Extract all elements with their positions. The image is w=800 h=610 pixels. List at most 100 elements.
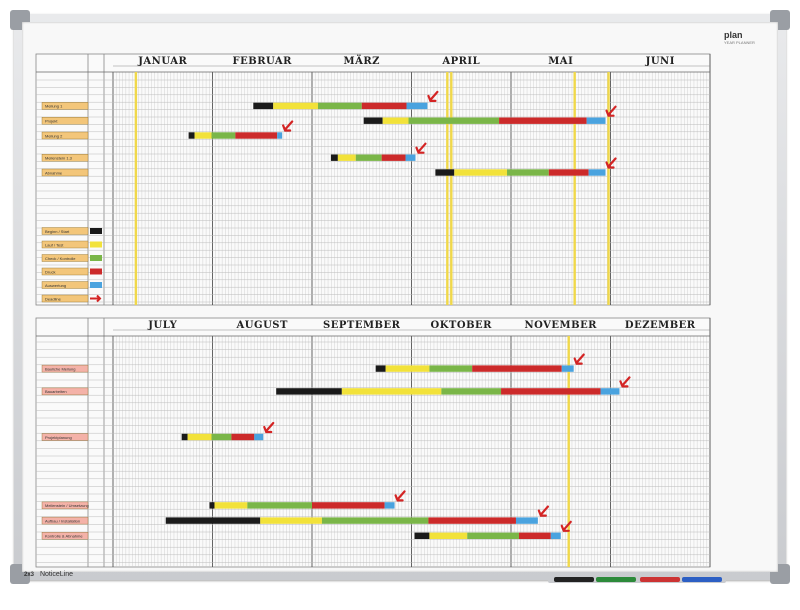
- top-bar-segment-red: [548, 169, 589, 176]
- bottom-bar-segment-red: [428, 517, 516, 524]
- top-bar-segment-yellow: [382, 117, 409, 124]
- bottom-panel: JULY AUGUST SEPTEMBER OKTOBER NOVEMBER DEZEMB…: [35, 317, 711, 568]
- red-marker[interactable]: [640, 577, 680, 582]
- bottom-bar-segment-yellow: [429, 532, 468, 539]
- top-row-label-tag: [41, 116, 89, 125]
- top-bar-segment-green: [211, 132, 236, 139]
- bottom-row-label: Kontrolle & Abnahme: [45, 534, 83, 539]
- top-bar-segment-black: [363, 117, 383, 124]
- top-month-label: JUNI: [645, 56, 675, 67]
- footer-mark: 2x3: [24, 572, 35, 578]
- legend-label-tag: [41, 267, 89, 276]
- bottom-row-label: Bauarbeiten: [45, 389, 67, 394]
- top-bar-segment-red: [361, 102, 407, 110]
- bottom-bar-segment-black: [276, 388, 342, 395]
- legend-label: Lauf / Test: [45, 242, 64, 247]
- top-month-label: MÄRZ: [344, 54, 380, 67]
- bottom-bar-segment-green: [467, 532, 519, 539]
- bottom-bar-segment-black: [209, 502, 215, 509]
- top-bar-segment-black: [435, 169, 455, 176]
- legend-swatch: [90, 255, 102, 261]
- bottom-bar-segment-blue: [600, 388, 620, 395]
- legend-swatch: [90, 282, 102, 288]
- bottom-month-label: JULY: [147, 320, 177, 331]
- top-deadline-arrow-icon: [605, 105, 617, 117]
- footer-text: NoticeLine: [39, 571, 74, 578]
- top-panel: JANUAR FEBRUAR MÄRZ APRIL MAI JUNI Meilung 1 Pr…: [35, 53, 711, 306]
- bottom-bar-segment-yellow: [385, 365, 430, 372]
- bottom-bar-segment-yellow: [341, 388, 442, 395]
- bottom-deadline-arrow-icon: [263, 421, 275, 434]
- bottom-bar-segment-blue: [561, 365, 574, 372]
- bottom-month-label: OKTOBER: [431, 320, 493, 331]
- legend-label: Beginn / Start: [45, 229, 70, 234]
- top-row-label: Abnahme: [45, 170, 63, 175]
- bottom-bar-segment-black: [165, 517, 261, 524]
- top-row-label: Meilung 2: [45, 133, 63, 138]
- top-row-label-tag: [41, 131, 89, 140]
- top-today-line: [607, 72, 610, 305]
- top-bar-segment-blue: [406, 102, 428, 110]
- top-row-label: Meilenstein 1.3: [45, 156, 73, 161]
- pen-tray[interactable]: [548, 576, 726, 583]
- bottom-month-label: DEZEMBER: [625, 320, 696, 331]
- bottom-row-label: Bauliche Meilung: [45, 366, 75, 371]
- brand-name: plan: [724, 30, 743, 40]
- legend-swatch: [90, 241, 102, 248]
- bottom-deadline-arrow-icon: [560, 520, 572, 532]
- top-bar-segment-green: [507, 169, 549, 176]
- bottom-today-line: [567, 336, 570, 567]
- bottom-bar-segment-green: [429, 365, 473, 372]
- top-bar-segment-black: [253, 102, 274, 110]
- legend-label: Check / Kontrolle: [45, 256, 76, 261]
- bottom-bar-segment-yellow: [260, 517, 322, 524]
- top-bar-segment-black: [188, 132, 195, 139]
- top-row-label-tag: [41, 102, 89, 110]
- legend-label: Druck: [45, 269, 55, 274]
- bottom-row-label: Aufbau / Installation: [45, 518, 80, 523]
- black-marker[interactable]: [554, 577, 594, 582]
- top-today-line: [450, 72, 453, 305]
- top-bar-segment-yellow: [454, 169, 508, 176]
- bottom-row-label-tag: [41, 433, 89, 441]
- top-month-label: APRIL: [441, 56, 480, 67]
- top-today-line: [446, 72, 449, 305]
- bottom-bar-segment-black: [181, 433, 188, 441]
- bottom-row-label-tag: [41, 387, 89, 396]
- bottom-row-label-tag: [41, 516, 89, 525]
- bottom-row-label-tag: [41, 364, 89, 373]
- top-month-label: JANUAR: [137, 56, 187, 67]
- top-bar-segment-red: [381, 154, 406, 161]
- top-bar-segment-blue: [586, 117, 606, 124]
- top-row-label-tag: [41, 153, 89, 162]
- top-deadline-arrow-icon: [282, 120, 294, 132]
- legend-swatch: [90, 268, 102, 275]
- legend-label-tag: [41, 294, 89, 303]
- bottom-bar-segment-red: [501, 388, 601, 395]
- bottom-bar-segment-blue: [550, 532, 561, 539]
- top-today-line: [573, 72, 576, 305]
- top-row-label: Projekt: [45, 119, 58, 124]
- top-bar-segment-red: [499, 117, 587, 124]
- bottom-row-label: Meilenstein / Umsetzung: [45, 503, 89, 508]
- legend-label: Deadline: [45, 296, 62, 301]
- bottom-bar-segment-yellow: [187, 433, 212, 441]
- top-bar-segment-yellow: [273, 102, 318, 110]
- brand-logo: plan YEAR PLANNER: [724, 30, 755, 45]
- bottom-deadline-arrow-icon: [619, 376, 631, 388]
- top-row-label: Meilung 1: [45, 104, 63, 109]
- top-deadline-arrow-icon: [415, 142, 427, 154]
- bottom-bar-segment-red: [312, 502, 385, 509]
- green-marker[interactable]: [596, 577, 636, 582]
- legend-label-tag: [41, 227, 89, 235]
- top-month-label: MAI: [548, 56, 573, 67]
- blue-marker[interactable]: [682, 577, 722, 582]
- bottom-bar-segment-green: [321, 517, 429, 524]
- bottom-bar-segment-green: [211, 433, 232, 441]
- bottom-bar-segment-red: [518, 532, 551, 539]
- bottom-bar-segment-green: [441, 388, 502, 395]
- legend-label-tag: [41, 281, 89, 289]
- footer-brand: 2x3 NoticeLine: [24, 571, 73, 578]
- legend-swatch: [90, 228, 102, 234]
- legend-label: Auswertung: [45, 283, 66, 288]
